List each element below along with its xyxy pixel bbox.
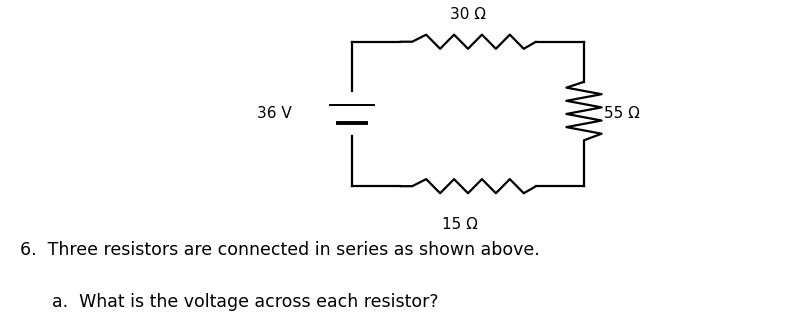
Text: 6.  Three resistors are connected in series as shown above.: 6. Three resistors are connected in seri… [20, 241, 540, 259]
Text: 36 V: 36 V [258, 107, 292, 121]
Text: a.  What is the voltage across each resistor?: a. What is the voltage across each resis… [52, 293, 438, 311]
Text: 30 Ω: 30 Ω [450, 7, 486, 22]
Text: 55 Ω: 55 Ω [604, 107, 640, 121]
Text: 15 Ω: 15 Ω [442, 217, 478, 232]
